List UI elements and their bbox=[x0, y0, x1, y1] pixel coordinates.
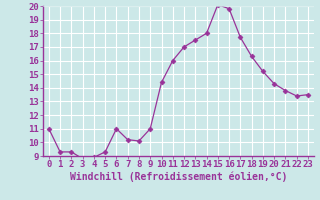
X-axis label: Windchill (Refroidissement éolien,°C): Windchill (Refroidissement éolien,°C) bbox=[70, 172, 287, 182]
